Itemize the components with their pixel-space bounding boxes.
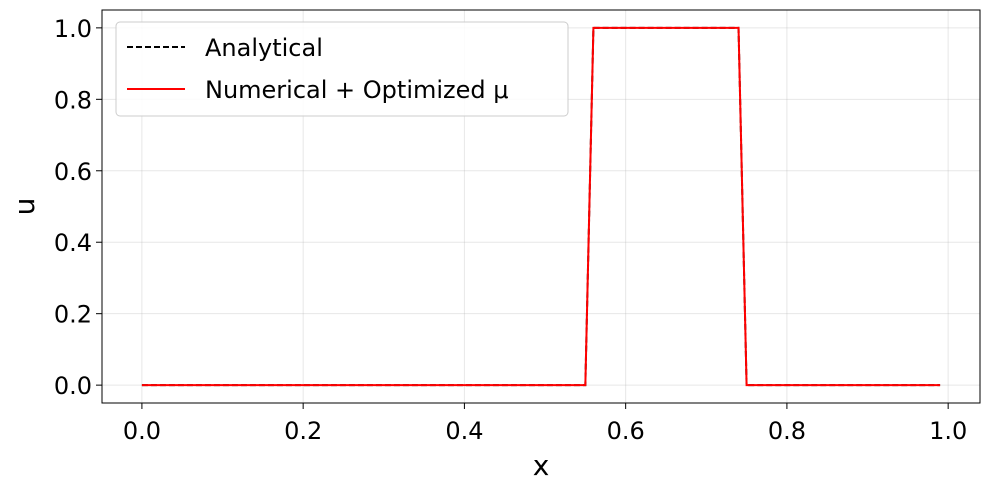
x-tick-label: 0.6 xyxy=(607,417,645,445)
x-axis-label: x xyxy=(533,449,550,482)
x-tick-label: 0.2 xyxy=(284,417,322,445)
series-line-numerical xyxy=(141,26,941,387)
x-tick-label: 0.4 xyxy=(445,417,483,445)
x-tick-label: 0.8 xyxy=(768,417,806,445)
y-tick-label: 0.0 xyxy=(54,372,92,400)
legend-label-analytical: Analytical xyxy=(205,34,323,62)
y-axis-label: u xyxy=(8,198,41,216)
legend: Analytical Numerical + Optimized μ xyxy=(115,21,569,117)
series-layer xyxy=(141,26,941,387)
legend-box xyxy=(115,21,569,117)
y-tick-label: 0.8 xyxy=(54,86,92,114)
y-tick-label: 0.4 xyxy=(54,229,92,257)
y-tick-label: 0.6 xyxy=(54,158,92,186)
ticks: 0.0 0.2 0.4 0.6 0.8 1.0 0.0 0.2 0.4 0.6 0.8 1.0 xyxy=(54,15,967,445)
y-tick-label: 0.2 xyxy=(54,301,92,329)
plot-frame xyxy=(101,9,981,404)
x-tick-label: 1.0 xyxy=(929,417,967,445)
legend-label-numerical: Numerical + Optimized μ xyxy=(205,76,509,104)
y-tick-label: 1.0 xyxy=(54,15,92,43)
x-tick-label: 0.0 xyxy=(123,417,161,445)
